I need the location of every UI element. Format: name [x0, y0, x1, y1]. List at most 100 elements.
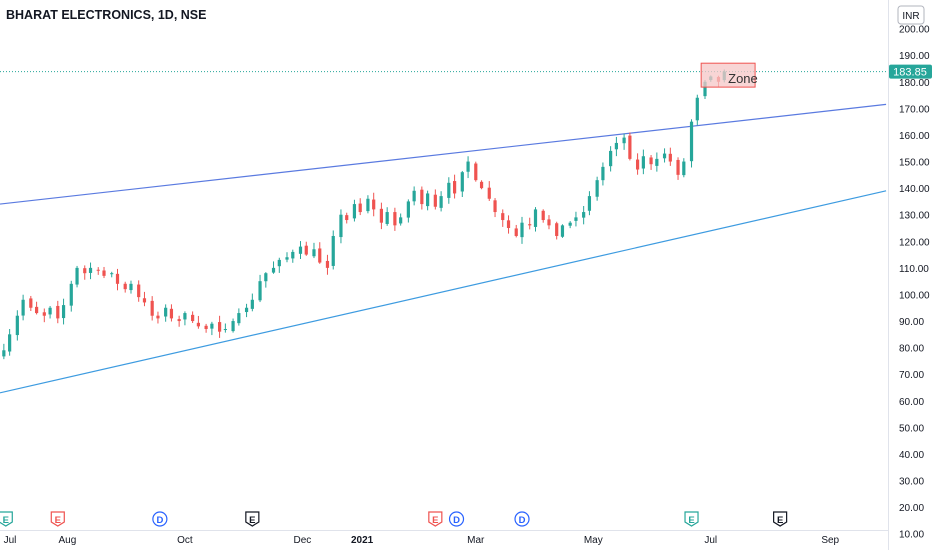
candle[interactable]: [223, 323, 227, 333]
candle[interactable]: [142, 291, 147, 307]
candle[interactable]: [447, 177, 451, 204]
candle[interactable]: [601, 162, 605, 186]
candle[interactable]: [285, 252, 289, 263]
currency-button[interactable]: INR: [897, 5, 925, 25]
candle[interactable]: [379, 202, 383, 230]
candle[interactable]: [372, 192, 376, 217]
candle[interactable]: [399, 213, 403, 226]
candle[interactable]: [298, 241, 303, 259]
candle[interactable]: [614, 136, 618, 157]
candle[interactable]: [587, 191, 592, 216]
candle[interactable]: [331, 230, 335, 270]
candle[interactable]: [210, 321, 214, 336]
candle[interactable]: [452, 174, 457, 199]
candle[interactable]: [237, 308, 241, 326]
candle[interactable]: [439, 191, 443, 212]
x-axis[interactable]: Jul Aug Oct Dec 2021 Mar May Jul Sep: [4, 535, 840, 546]
event-marker-earnings[interactable]: E: [0, 511, 13, 527]
candle[interactable]: [622, 133, 626, 150]
candle[interactable]: [150, 296, 154, 321]
candle[interactable]: [506, 215, 511, 234]
zone-rect[interactable]: [700, 62, 756, 88]
candle[interactable]: [682, 158, 686, 178]
candle[interactable]: [541, 209, 545, 223]
candle[interactable]: [129, 280, 133, 294]
candle[interactable]: [595, 176, 599, 201]
candle[interactable]: [42, 308, 46, 323]
candle[interactable]: [352, 199, 357, 222]
candle[interactable]: [102, 266, 106, 279]
candle[interactable]: [137, 280, 141, 302]
trendline-upper[interactable]: [0, 103, 887, 205]
candle[interactable]: [466, 156, 470, 179]
candle[interactable]: [345, 212, 349, 224]
candle[interactable]: [183, 311, 187, 326]
candle[interactable]: [304, 241, 308, 256]
y-axis[interactable]: 10.00 20.00 30.00 40.00 50.00 60.00 70.00 80.00…: [899, 25, 930, 541]
event-marker-earnings[interactable]: E: [684, 511, 699, 527]
candle[interactable]: [520, 216, 524, 244]
candle[interactable]: [582, 205, 586, 225]
candle[interactable]: [406, 199, 410, 223]
candle[interactable]: [474, 161, 478, 182]
candle[interactable]: [487, 181, 491, 201]
candle[interactable]: [75, 265, 79, 288]
candle[interactable]: [668, 147, 672, 166]
candle[interactable]: [164, 304, 168, 322]
zone-annotation[interactable]: Zone: [700, 62, 758, 88]
event-marker-earnings[interactable]: E: [50, 511, 65, 527]
candle[interactable]: [412, 186, 416, 206]
candle[interactable]: [460, 170, 464, 198]
candle[interactable]: [264, 272, 268, 288]
candle[interactable]: [191, 311, 195, 324]
candle[interactable]: [689, 119, 694, 168]
candle[interactable]: [277, 257, 281, 273]
candle[interactable]: [493, 198, 497, 218]
candle[interactable]: [258, 274, 262, 303]
candle[interactable]: [169, 304, 174, 322]
candle[interactable]: [560, 224, 565, 238]
trendline-lower[interactable]: [0, 190, 887, 394]
candle[interactable]: [325, 254, 330, 275]
candle[interactable]: [217, 315, 222, 338]
candle[interactable]: [393, 207, 397, 231]
candle[interactable]: [676, 157, 680, 180]
candle[interactable]: [318, 242, 322, 264]
event-marker-dividend[interactable]: D: [448, 511, 465, 527]
candle[interactable]: [156, 311, 160, 324]
candle[interactable]: [21, 294, 25, 321]
candle[interactable]: [88, 262, 93, 280]
candle[interactable]: [15, 310, 19, 341]
candle[interactable]: [385, 207, 389, 226]
candle[interactable]: [366, 195, 370, 214]
candle[interactable]: [231, 318, 235, 333]
candle[interactable]: [501, 209, 505, 227]
candle[interactable]: [635, 153, 640, 175]
currency-button-frame[interactable]: [897, 5, 925, 25]
candle[interactable]: [177, 315, 181, 327]
candle[interactable]: [2, 343, 6, 360]
candle[interactable]: [547, 215, 551, 230]
candle[interactable]: [244, 303, 249, 318]
candle[interactable]: [655, 152, 659, 172]
candle[interactable]: [641, 149, 645, 175]
candle[interactable]: [123, 281, 127, 293]
event-marker-earnings[interactable]: E: [428, 511, 443, 527]
candle[interactable]: [29, 295, 33, 312]
candle[interactable]: [250, 293, 254, 312]
candle[interactable]: [426, 190, 430, 211]
candle[interactable]: [479, 180, 484, 190]
candle[interactable]: [115, 268, 120, 291]
candle[interactable]: [48, 305, 52, 319]
candle[interactable]: [56, 300, 60, 324]
candle[interactable]: [628, 132, 632, 161]
candle[interactable]: [271, 261, 276, 274]
event-marker-earnings[interactable]: E: [773, 511, 788, 527]
event-marker-dividend[interactable]: D: [514, 511, 530, 527]
candle[interactable]: [420, 186, 424, 210]
candle[interactable]: [204, 323, 208, 333]
candle[interactable]: [609, 146, 613, 172]
candle[interactable]: [568, 221, 572, 229]
